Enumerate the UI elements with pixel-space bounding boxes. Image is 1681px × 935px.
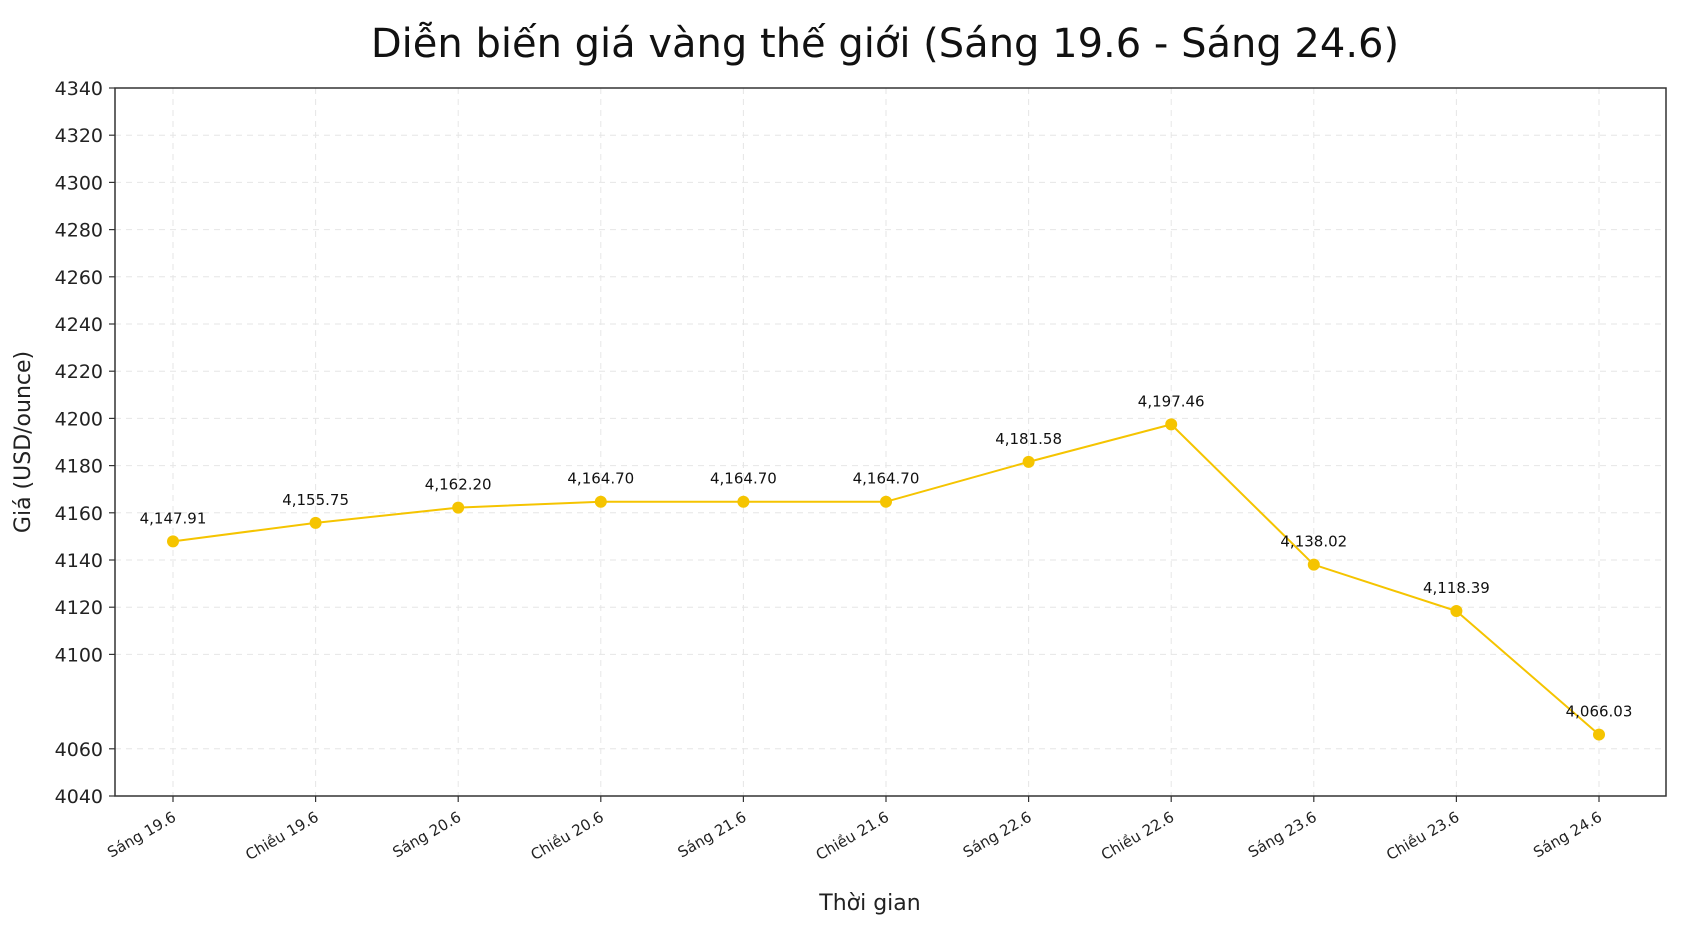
data-label: 4,181.58	[995, 430, 1062, 448]
data-point	[1022, 455, 1035, 468]
y-tick-label: 4320	[55, 125, 103, 147]
y-tick-label: 4300	[55, 172, 103, 194]
y-tick-label: 4220	[55, 361, 103, 383]
y-tick-label: 4160	[55, 503, 103, 525]
x-tick-label: Sáng 24.6	[1530, 808, 1605, 862]
x-axis-ticks: Sáng 19.6 Chiều 19.6 Sáng 20.6 Chiều 20.6 Sá…	[104, 796, 1605, 864]
data-label: 4,155.75	[282, 491, 349, 509]
data-label: 4,147.91	[140, 509, 207, 527]
x-tick-label: Chiều 23.6	[1383, 808, 1462, 864]
data-label: 4,164.70	[710, 470, 777, 488]
x-tick-label: Sáng 21.6	[675, 808, 750, 862]
y-tick-label: 4340	[55, 78, 103, 100]
x-tick-label: Chiều 22.6	[1098, 808, 1177, 864]
y-tick-label: 4260	[55, 267, 103, 289]
series	[167, 418, 1605, 741]
x-tick-label: Sáng 22.6	[960, 808, 1035, 862]
x-tick-label: Chiều 19.6	[242, 808, 321, 864]
data-labels: 4,147.91 4,155.75 4,162.20 4,164.70 4,164.70…	[140, 392, 1633, 720]
data-label: 4,118.39	[1423, 579, 1490, 597]
x-tick-label: Chiều 20.6	[528, 808, 607, 864]
data-point	[1593, 728, 1605, 741]
y-axis-ticks: 4040 4060 4100 4120 4140 4160 4180 4200 4220 4240…	[55, 78, 115, 808]
data-label: 4,197.46	[1138, 392, 1205, 410]
plot-area-frame	[114, 87, 1667, 797]
y-axis-label: Giá (USD/ounce)	[11, 351, 36, 533]
data-label: 4,164.70	[567, 470, 634, 488]
data-point	[167, 535, 179, 548]
data-point	[1450, 604, 1463, 617]
data-point	[1307, 558, 1320, 571]
y-tick-label: 4280	[55, 220, 103, 242]
y-tick-label: 4060	[55, 739, 103, 761]
y-tick-label: 4100	[55, 644, 103, 666]
data-point	[880, 495, 892, 508]
y-tick-label: 4140	[55, 550, 103, 572]
data-label: 4,138.02	[1280, 533, 1347, 551]
data-point	[737, 495, 750, 508]
x-tick-label: Sáng 20.6	[389, 808, 464, 862]
data-label: 4,162.20	[425, 476, 492, 494]
y-tick-label: 4240	[55, 314, 103, 336]
x-tick-label: Chiều 21.6	[813, 808, 892, 864]
y-tick-label: 4180	[55, 456, 103, 478]
y-tick-label: 4120	[55, 597, 103, 619]
data-point	[309, 516, 322, 529]
x-axis-label: Thời gian	[818, 891, 920, 916]
x-tick-label: Sáng 19.6	[104, 808, 179, 862]
data-label: 4,164.70	[853, 470, 920, 488]
data-point	[594, 495, 607, 508]
y-tick-label: 4040	[55, 786, 103, 808]
data-label: 4,066.03	[1566, 703, 1633, 721]
grid	[115, 87, 1666, 797]
chart-title: Diễn biến giá vàng thế giới (Sáng 19.6 -…	[371, 21, 1399, 67]
y-tick-label: 4200	[55, 408, 103, 430]
x-tick-label: Sáng 23.6	[1245, 808, 1320, 862]
data-point	[452, 501, 465, 514]
data-point	[1165, 418, 1178, 431]
